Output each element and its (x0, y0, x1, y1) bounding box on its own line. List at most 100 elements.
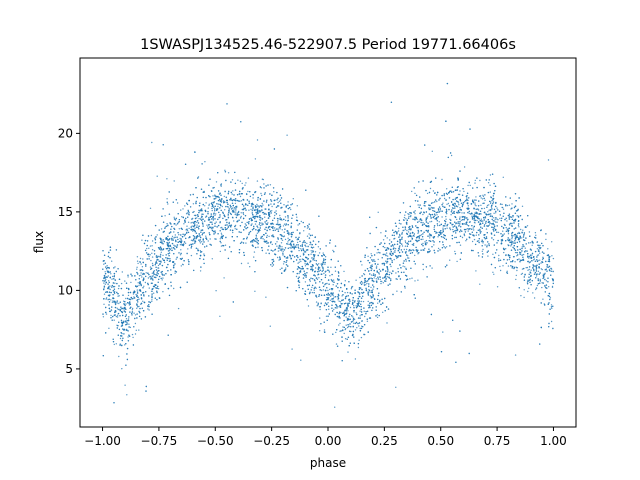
data-point (441, 216, 443, 218)
data-point (223, 195, 225, 198)
data-point (287, 241, 289, 243)
data-point (149, 245, 152, 247)
data-point (328, 283, 330, 285)
data-point (536, 254, 539, 256)
data-point (551, 286, 554, 288)
data-point (108, 298, 110, 300)
data-point (193, 210, 195, 213)
data-point (550, 320, 553, 323)
data-point (291, 348, 293, 350)
data-point (541, 282, 543, 284)
data-point (459, 207, 461, 209)
data-point (124, 301, 126, 303)
data-point (480, 218, 482, 220)
data-point (283, 231, 285, 233)
data-point (151, 240, 154, 242)
data-point (162, 144, 164, 146)
data-point (401, 231, 403, 234)
data-point (396, 290, 398, 292)
data-point (326, 282, 328, 285)
data-point (252, 209, 254, 211)
data-point (142, 258, 144, 260)
data-point (217, 203, 220, 205)
data-point (166, 223, 168, 225)
data-point (439, 249, 441, 251)
data-point (532, 292, 534, 294)
data-point (121, 368, 123, 370)
data-point (510, 245, 512, 247)
data-point (450, 214, 452, 216)
data-point (382, 311, 384, 313)
data-point (490, 206, 493, 208)
data-point (272, 258, 274, 261)
data-point (170, 223, 172, 225)
data-point (322, 285, 325, 288)
data-point (481, 198, 484, 200)
data-point (138, 284, 140, 287)
data-point (281, 239, 284, 241)
data-point (175, 258, 177, 260)
data-point (521, 250, 523, 252)
data-point (241, 182, 243, 185)
data-point (478, 255, 480, 257)
data-point (482, 242, 484, 244)
data-point (310, 250, 312, 252)
data-point (281, 246, 283, 248)
data-point (352, 330, 355, 333)
data-point (217, 190, 220, 192)
data-point (454, 250, 456, 253)
data-point (418, 252, 420, 254)
data-point (303, 230, 305, 232)
data-point (215, 197, 217, 199)
data-point (328, 308, 330, 310)
data-point (142, 234, 144, 236)
data-point (347, 351, 349, 353)
data-point (468, 210, 470, 213)
data-point (215, 238, 217, 240)
data-point (205, 216, 207, 218)
data-point (542, 298, 544, 300)
data-point (307, 268, 309, 270)
data-point (316, 264, 319, 266)
data-point (257, 205, 259, 207)
data-point (332, 249, 334, 252)
data-point (174, 234, 176, 236)
data-point (371, 255, 373, 257)
data-point (140, 272, 142, 274)
data-point (257, 243, 259, 245)
data-point (450, 154, 453, 157)
data-point (112, 300, 114, 302)
data-point (105, 268, 108, 270)
data-point (155, 266, 157, 268)
data-point (104, 271, 106, 273)
data-point (255, 240, 257, 243)
data-point (512, 235, 514, 237)
data-point (185, 213, 188, 215)
data-point (480, 213, 482, 215)
data-point (373, 286, 375, 288)
data-point (113, 288, 116, 290)
data-point (279, 217, 281, 219)
data-point (530, 242, 532, 244)
data-point (437, 236, 439, 238)
data-point (360, 336, 363, 339)
data-point (239, 195, 242, 198)
data-point (528, 255, 530, 258)
data-point (343, 303, 346, 305)
data-point (124, 280, 126, 282)
data-point (276, 217, 279, 220)
data-point (369, 216, 371, 218)
data-point (412, 242, 415, 245)
data-point (537, 244, 539, 246)
data-point (442, 227, 444, 229)
data-point (471, 225, 473, 227)
data-point (330, 266, 332, 268)
data-point (295, 259, 298, 261)
data-point (306, 235, 309, 237)
data-point (193, 214, 196, 217)
data-point (192, 230, 194, 232)
data-point (514, 220, 516, 222)
data-point (516, 234, 518, 237)
data-point (499, 217, 501, 220)
data-point (444, 221, 447, 223)
